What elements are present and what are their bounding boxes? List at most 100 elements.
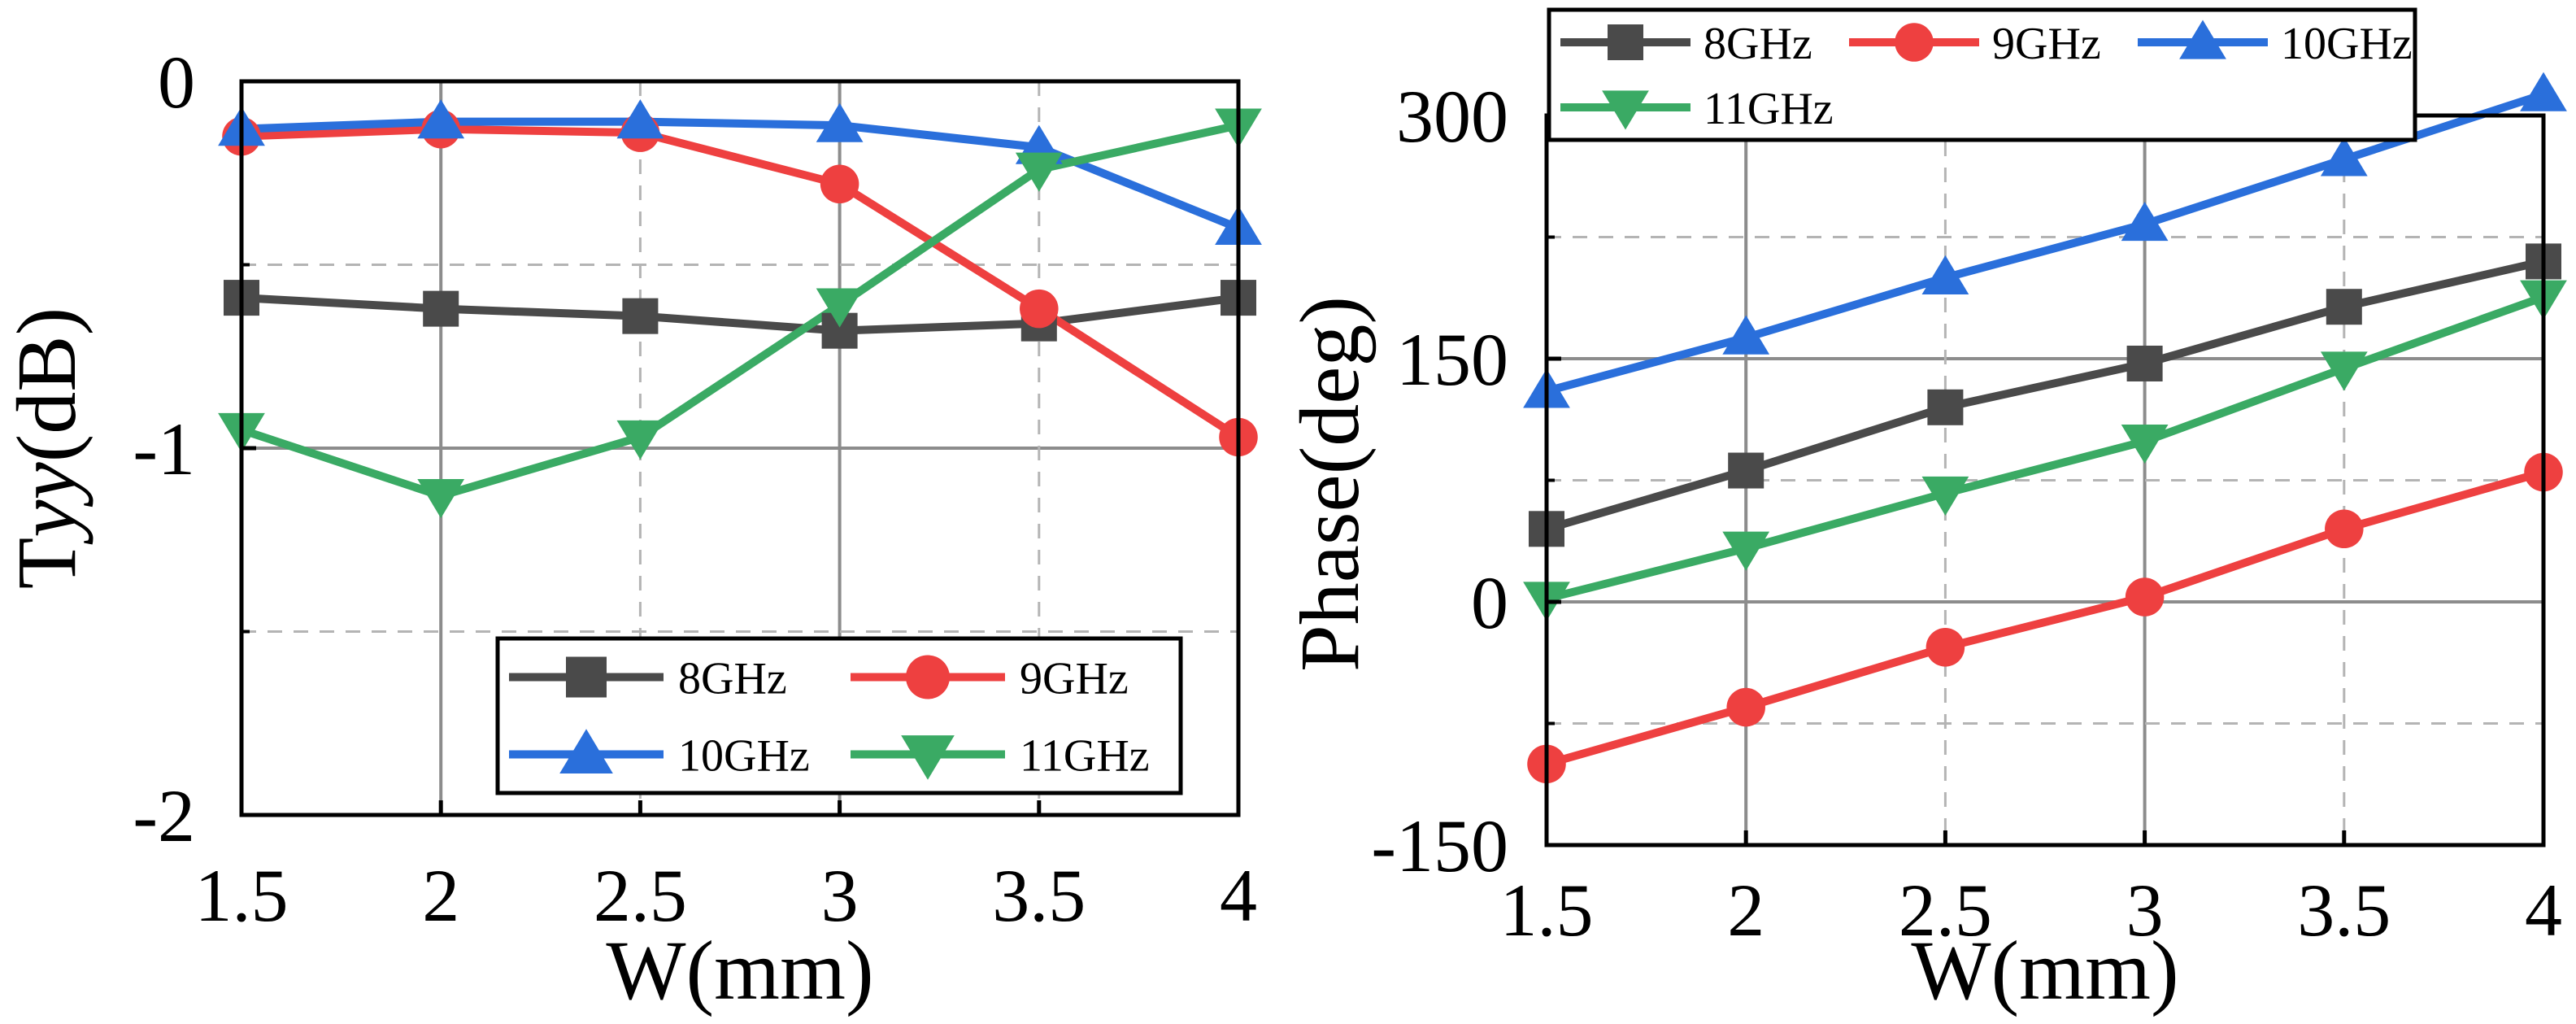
legend-marker xyxy=(1602,90,1649,130)
series-line-11GHz xyxy=(1545,293,2545,603)
axis-ticks xyxy=(239,79,1241,817)
y-tick-labels: 0 -1 -2 xyxy=(133,41,195,857)
legend-marker xyxy=(559,729,613,773)
legend-label: 8GHz xyxy=(1704,19,1812,69)
data-point-9GHz xyxy=(1726,687,1765,727)
data-point-10GHz xyxy=(1921,255,1969,294)
legend-entry-8GHz: 8GHz xyxy=(1560,19,1812,69)
y-tick-label: -150 xyxy=(1371,804,1508,887)
legend-entry-11GHz: 11GHz xyxy=(1560,84,1834,134)
data-point-8GHz xyxy=(2126,345,2163,381)
x-tick-label: 4 xyxy=(2525,869,2562,952)
data-point-10GHz xyxy=(1722,315,1770,355)
data-point-10GHz xyxy=(2320,137,2368,176)
x-tick-labels: 1.5 2 2.5 3 3.5 4 xyxy=(1500,869,2563,952)
data-point-11GHz xyxy=(2320,351,2368,391)
series-lines xyxy=(240,117,1241,500)
axis-ticks xyxy=(1544,113,2546,848)
series-lines xyxy=(1545,90,2545,769)
data-point-9GHz xyxy=(820,164,859,204)
legend-entry-11GHz: 11GHz xyxy=(851,731,1150,782)
x-tick-label: 1.5 xyxy=(1500,869,1594,952)
series-line-9GHz xyxy=(1545,468,2545,769)
legend: 8GHz 9GHz 10GHz 11GHz xyxy=(1547,7,2417,142)
data-point-8GHz xyxy=(2326,289,2362,325)
legend-entry-10GHz: 10GHz xyxy=(2138,19,2413,69)
data-point-10GHz xyxy=(2121,202,2169,242)
legend-label: 9GHz xyxy=(1992,19,2101,69)
y-tick-label: 0 xyxy=(158,41,195,124)
x-tick-label: 2.5 xyxy=(594,854,687,937)
legend-label: 10GHz xyxy=(678,731,810,782)
data-point-10GHz xyxy=(417,99,465,139)
data-point-9GHz xyxy=(2325,509,2364,549)
legend: 8GHz 9GHz 10GHz 11GHz xyxy=(495,636,1183,795)
legend-label: 11GHz xyxy=(1704,84,1834,134)
data-point-9GHz xyxy=(1925,628,1965,667)
legend-entry-10GHz: 10GHz xyxy=(509,729,810,782)
data-point-11GHz xyxy=(1921,476,1969,516)
legend-entry-8GHz: 8GHz xyxy=(509,654,787,704)
series-line-10GHz xyxy=(1545,90,2545,395)
y-axis-label: Phase(deg) xyxy=(1283,296,1377,672)
phase-chart: 1.5 2 2.5 3 3.5 4 300 150 0 -150 W(mm) Phase(deg… xyxy=(1283,7,2567,1017)
series-line-8GHz xyxy=(241,294,1239,335)
legend-box xyxy=(495,636,1183,795)
data-point-11GHz xyxy=(816,288,864,328)
x-tick-label: 4 xyxy=(1220,854,1257,937)
data-point-10GHz xyxy=(816,102,864,142)
data-point-8GHz xyxy=(1927,389,1964,425)
legend-marker xyxy=(906,655,950,699)
legend-label: 10GHz xyxy=(2281,19,2413,69)
x-axis-label: W(mm) xyxy=(606,924,873,1017)
x-tick-label: 3.5 xyxy=(2297,869,2391,952)
y-axis-label-prefix: T xyxy=(0,538,94,590)
data-point-11GHz xyxy=(417,479,465,519)
y-tick-label: 0 xyxy=(1471,561,1508,644)
x-tick-labels: 1.5 2 2.5 3 3.5 4 xyxy=(195,854,1258,937)
legend-label: 9GHz xyxy=(1020,654,1129,704)
legend-marker xyxy=(1608,24,1643,60)
x-tick-label: 2.5 xyxy=(1899,869,1992,952)
series-line-8GHz xyxy=(1545,257,2545,534)
y-axis-label-italic: yy xyxy=(0,462,94,545)
legend-box xyxy=(1547,7,2417,142)
x-tick-label: 2 xyxy=(422,854,459,937)
legend-label: 8GHz xyxy=(678,654,787,704)
data-point-9GHz xyxy=(2125,577,2165,617)
data-point-9GHz xyxy=(1020,289,1059,329)
x-tick-label: 2 xyxy=(1727,869,1764,952)
y-tick-labels: 300 150 0 -150 xyxy=(1371,75,1508,887)
data-point-8GHz xyxy=(622,298,659,334)
data-point-10GHz xyxy=(2520,72,2567,111)
data-point-11GHz xyxy=(2121,425,2169,464)
legend-marker xyxy=(901,735,955,780)
legend-marker xyxy=(2179,20,2226,59)
y-tick-label: -2 xyxy=(133,774,195,857)
data-point-11GHz xyxy=(1015,152,1063,192)
legend-entry-9GHz: 9GHz xyxy=(851,654,1129,704)
x-tick-label: 1.5 xyxy=(195,854,289,937)
legend-marker xyxy=(566,656,607,698)
data-point-11GHz xyxy=(616,420,664,460)
x-tick-label: 3 xyxy=(821,854,859,937)
y-axis-label: Tyy(dB) xyxy=(0,307,94,590)
x-axis-label: W(mm) xyxy=(1911,924,2178,1017)
y-tick-label: 300 xyxy=(1396,75,1508,158)
data-point-10GHz xyxy=(616,99,664,139)
series-line-9GHz xyxy=(241,124,1241,441)
y-tick-label: 150 xyxy=(1396,318,1508,401)
y-axis-label-suffix: (dB) xyxy=(0,307,94,463)
x-tick-label: 3.5 xyxy=(992,854,1086,937)
legend-entry-9GHz: 9GHz xyxy=(1849,19,2101,69)
series-line-11GHz xyxy=(240,121,1240,500)
data-point-11GHz xyxy=(1722,531,1770,571)
data-point-8GHz xyxy=(423,290,459,327)
legend-marker xyxy=(1895,23,1934,62)
y-tick-label: -1 xyxy=(133,407,195,490)
x-tick-label: 3 xyxy=(2126,869,2164,952)
data-point-8GHz xyxy=(1728,452,1764,489)
transmission-chart: 1.5 2 2.5 3 3.5 4 0 -1 -2 W(mm) Tyy(dB) 8GHz 9GH… xyxy=(0,41,1262,1017)
legend-label: 11GHz xyxy=(1020,731,1150,782)
